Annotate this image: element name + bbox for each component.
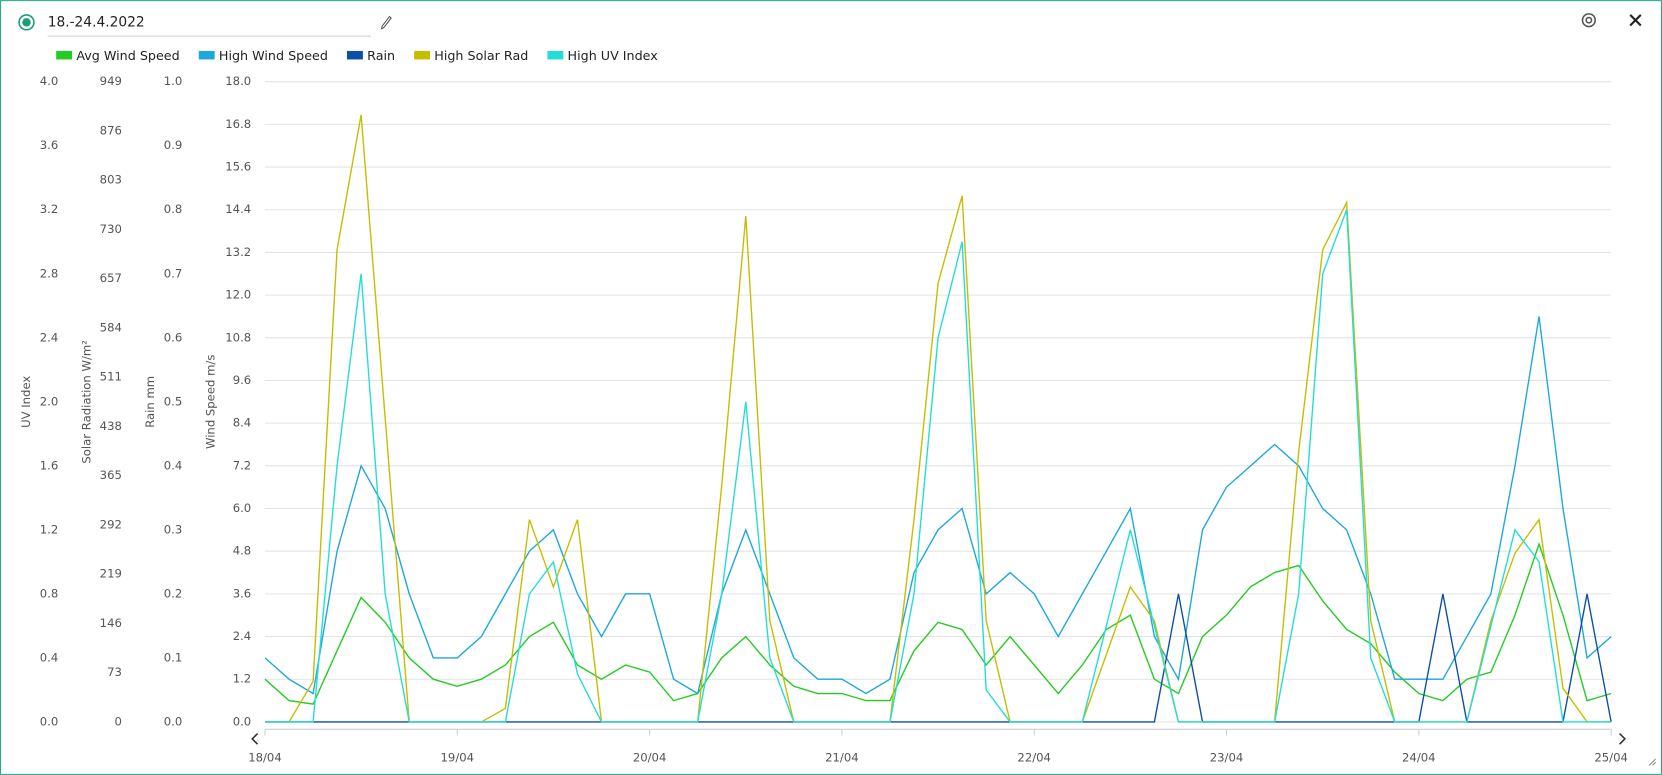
y-tick-label: 16.8 [225, 117, 251, 131]
y-tick-label: 0.0 [233, 714, 252, 728]
legend-item[interactable]: High Solar Rad [414, 48, 528, 63]
y-tick-label: 0.5 [164, 394, 183, 408]
legend-swatch [347, 50, 363, 60]
y-tick-label: 10.8 [225, 330, 251, 344]
y-axis-title: Solar Radiation W/m² [79, 340, 93, 464]
y-tick-label: 1.2 [40, 522, 59, 536]
edit-icon[interactable] [380, 15, 392, 30]
status-dot [22, 18, 31, 27]
y-tick-label: 8.4 [233, 416, 252, 430]
y-tick-label: 14.4 [225, 202, 251, 216]
settings-icon[interactable] [1581, 13, 1597, 28]
y-tick-label: 3.6 [40, 138, 59, 152]
series-line [264, 541, 1612, 705]
legend-swatch [198, 50, 215, 60]
x-tick-label: 22/04 [1017, 750, 1051, 764]
legend-item[interactable]: Rain [347, 48, 395, 63]
y-tick-label: 511 [100, 370, 122, 384]
y-tick-label: 0.8 [164, 202, 183, 216]
legend-label: High Solar Rad [434, 48, 528, 63]
y-tick-label: 0.6 [164, 330, 183, 344]
y-tick-label: 949 [100, 74, 122, 88]
legend-label: High Wind Speed [219, 48, 328, 63]
y-tick-label: 292 [100, 517, 122, 531]
next-arrow[interactable] [1619, 733, 1627, 745]
y-tick-label: 0.8 [40, 586, 59, 600]
y-tick-label: 0.7 [164, 266, 183, 280]
y-axis-title: Rain mm [143, 376, 157, 428]
y-tick-label: 7.2 [233, 458, 252, 472]
x-tick-label: 24/04 [1402, 750, 1436, 764]
y-tick-label: 1.6 [40, 458, 59, 472]
legend-swatch [414, 50, 431, 60]
y-tick-label: 73 [107, 665, 122, 679]
y-tick-label: 4.8 [233, 544, 252, 558]
series-line [264, 209, 1612, 723]
y-tick-label: 0.1 [164, 650, 183, 664]
y-tick-label: 438 [100, 419, 122, 433]
x-tick-label: 25/04 [1594, 750, 1628, 764]
y-tick-label: 0.9 [164, 138, 183, 152]
y-tick-label: 876 [100, 123, 122, 137]
y-tick-label: 803 [100, 173, 122, 187]
legend-label: Rain [367, 48, 395, 63]
x-tick-label: 21/04 [825, 750, 859, 764]
y-tick-label: 4.0 [40, 74, 59, 88]
y-tick-label: 0.4 [164, 458, 183, 472]
y-tick-label: 0 [114, 714, 121, 728]
x-tick-label: 20/04 [633, 750, 667, 764]
legend-item[interactable]: High Wind Speed [198, 48, 328, 63]
y-axis-title: UV Index [19, 376, 33, 428]
legend-swatch [56, 50, 73, 60]
y-tick-label: 15.6 [225, 160, 251, 174]
y-tick-label: 2.8 [40, 266, 59, 280]
y-tick-label: 18.0 [225, 74, 251, 88]
legend-swatch [547, 50, 564, 60]
y-tick-label: 730 [100, 222, 122, 236]
y-tick-label: 0.0 [164, 714, 183, 728]
x-tick-label: 19/04 [441, 750, 475, 764]
y-tick-label: 6.0 [233, 501, 252, 515]
series-line [264, 114, 1612, 723]
y-tick-label: 2.4 [233, 629, 252, 643]
legend-item[interactable]: Avg Wind Speed [56, 48, 180, 63]
y-tick-label: 3.2 [40, 202, 59, 216]
legend-label: High UV Index [568, 48, 659, 63]
y-tick-label: 13.2 [225, 245, 251, 259]
y-tick-label: 2.0 [40, 394, 59, 408]
x-tick-label: 23/04 [1210, 750, 1244, 764]
prev-arrow[interactable] [251, 733, 259, 745]
y-tick-label: 1.0 [164, 74, 183, 88]
y-tick-label: 3.6 [233, 586, 252, 600]
y-tick-label: 2.4 [40, 330, 59, 344]
y-tick-label: 219 [100, 567, 122, 581]
y-tick-label: 0.0 [40, 714, 59, 728]
y-tick-label: 0.3 [164, 522, 183, 536]
y-tick-label: 12.0 [225, 288, 251, 302]
y-tick-label: 365 [100, 468, 122, 482]
y-tick-label: 584 [100, 320, 122, 334]
y-tick-label: 0.4 [40, 650, 59, 664]
close-icon[interactable] [1629, 14, 1642, 27]
series-line [264, 316, 1612, 695]
y-tick-label: 0.2 [164, 586, 183, 600]
y-tick-label: 9.6 [233, 373, 252, 387]
y-tick-label: 1.2 [233, 672, 252, 686]
legend-item[interactable]: High UV Index [547, 48, 658, 63]
date-range[interactable]: 18.-24.4.2022 [48, 14, 145, 30]
x-tick-label: 18/04 [248, 750, 282, 764]
status-icon[interactable] [18, 14, 35, 31]
y-tick-label: 146 [100, 616, 122, 630]
resize-handle[interactable] [1648, 758, 1657, 766]
y-axis-title: Wind Speed m/s [203, 355, 217, 449]
legend-label: Avg Wind Speed [76, 48, 179, 63]
y-tick-label: 657 [100, 271, 122, 285]
